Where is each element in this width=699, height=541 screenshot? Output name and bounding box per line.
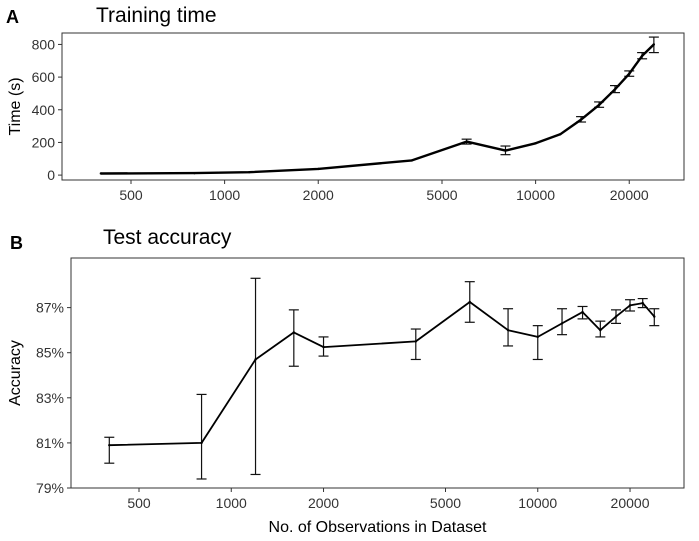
error-bar [410,328,421,361]
error-bar [250,277,261,476]
y-tick-label: 400 [32,102,56,118]
y-tick-label: 81% [36,435,64,451]
data-point [653,315,656,318]
data-point [628,72,631,76]
data-point [410,159,414,162]
data-point [506,328,510,332]
x-tick-label: 500 [127,495,151,511]
error-bar [288,309,299,367]
data-point [193,171,196,175]
x-tick-label: 20000 [611,495,650,511]
x-tick-label: 2000 [303,187,334,203]
data-point [559,133,562,136]
data-point [99,172,103,175]
data-point [534,142,537,145]
data-point [322,345,325,349]
plot-frame [61,32,685,181]
panel-letter: B [10,233,23,253]
x-tick-label: 500 [119,187,143,203]
data-point [504,149,507,152]
data-point [640,54,644,58]
chart-title: Test accuracy [103,226,232,249]
data-point [292,331,296,334]
x-tick-label: 5000 [426,187,457,203]
y-tick-label: 85% [36,345,64,361]
data-point [613,88,617,91]
data-point [614,315,618,318]
data-point [597,103,601,107]
data-point [317,167,320,171]
plot-frame [70,257,685,489]
x-tick-label: 10000 [516,187,555,203]
error-bar [104,436,115,464]
y-axis-label: Accuracy [7,340,24,406]
data-point [254,358,257,361]
x-tick-label: 1000 [216,495,247,511]
x-tick-label: 20000 [610,187,649,203]
y-tick-label: 83% [36,390,64,406]
error-bar [532,325,543,361]
y-tick-label: 800 [32,36,56,52]
data-point [579,118,583,121]
y-tick-label: 200 [32,134,56,150]
data-point [536,335,539,339]
x-tick-label: 2000 [308,495,339,511]
data-point [581,310,584,314]
data-point [628,304,632,307]
series-line [109,301,655,447]
data-point [560,322,564,325]
panel-letter: A [6,7,19,27]
x-tick-label: 10000 [518,495,557,511]
error-bar [557,308,568,336]
x-tick-label: 1000 [209,187,240,203]
panel-a: A Training time 0 200 400 600 800 500 1000 2000 50… [6,4,685,203]
y-axis-label: Time (s) [7,77,24,135]
data-point [465,140,468,143]
data-point [641,301,644,305]
chart-title: Training time [96,4,217,27]
y-tick-label: 87% [36,300,64,316]
x-axis-label: No. of Observations in Dataset [269,519,487,536]
error-bar [503,308,514,347]
y-tick-label: 0 [47,167,55,183]
y-tick-label: 600 [32,69,56,85]
data-point [414,340,417,343]
y-tick-label: 79% [36,480,64,496]
data-point [652,43,656,46]
error-bar [196,393,207,480]
x-tick-label: 5000 [430,495,461,511]
data-point [108,443,111,447]
data-point [248,170,251,174]
panel-b: B Test accuracy 79% 81% 83% 85% 87% 500 1000 2000… [7,226,685,536]
data-point [200,441,203,445]
series-line [100,43,655,175]
data-point [599,328,602,332]
data-point [468,300,471,304]
